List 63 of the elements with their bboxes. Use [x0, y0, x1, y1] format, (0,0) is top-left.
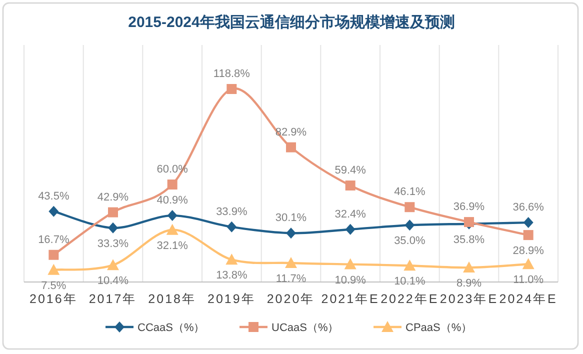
point: [226, 221, 237, 232]
data-label: 28.9%: [512, 245, 544, 258]
data-label: 7.5%: [41, 280, 66, 292]
point: [286, 142, 296, 152]
x-tick-label: 2017年: [88, 292, 138, 306]
data-label: 10.1%: [394, 276, 426, 288]
x-tick-label: 2018年: [148, 292, 196, 306]
x-tick-label: 2016年: [30, 292, 78, 306]
point: [344, 258, 356, 270]
point: [404, 260, 416, 271]
x-tick-label: 2022年E: [380, 292, 439, 306]
point: [48, 206, 59, 217]
data-label: 33.9%: [216, 206, 248, 218]
point: [226, 254, 238, 265]
data-label: 36.9%: [453, 201, 485, 214]
legend-label: CPaaS（%）: [406, 322, 472, 334]
point: [345, 224, 356, 235]
legend-label: CCaaS（%）: [138, 322, 205, 334]
data-label: 35.8%: [453, 234, 485, 246]
x-tick-label: 2020年: [266, 292, 316, 306]
point: [108, 222, 118, 234]
legend-label: UCaaS（%）: [272, 322, 339, 334]
data-label: 13.8%: [216, 270, 248, 282]
data-label: 10.4%: [97, 275, 129, 288]
point: [286, 228, 296, 239]
data-label: 16.7%: [38, 234, 70, 246]
data-label: 32.1%: [156, 240, 188, 252]
point: [108, 207, 118, 218]
data-label: 42.9%: [97, 191, 129, 204]
data-label: 30.1%: [275, 212, 307, 224]
point: [404, 202, 415, 212]
point: [285, 256, 297, 268]
data-label: 36.6%: [512, 202, 544, 214]
data-label: 11.0%: [513, 274, 544, 286]
data-label: 11.7%: [276, 272, 306, 285]
data-label: 118.8%: [213, 68, 250, 80]
point: [523, 230, 534, 240]
point: [48, 250, 59, 260]
data-label: 10.9%: [334, 274, 366, 286]
data-label: 59.4%: [334, 164, 366, 176]
x-tick-label: 2023年E: [440, 292, 498, 306]
point: [463, 262, 475, 273]
data-label: 32.4%: [334, 208, 366, 220]
data-label: 8.9%: [456, 278, 482, 290]
x-tick-label: 2024年E: [499, 292, 558, 306]
x-tick-label: 2021年E: [321, 292, 380, 306]
point: [523, 217, 534, 228]
point: [48, 264, 60, 275]
point: [107, 259, 119, 270]
point: [166, 224, 178, 235]
x-tick-label: 2019年: [208, 292, 256, 306]
data-label: 35.0%: [394, 235, 426, 248]
data-label: 33.3%: [97, 238, 129, 250]
data-label: 46.1%: [394, 186, 426, 198]
data-label: 40.9%: [156, 194, 188, 207]
chart-title: 2015-2024年我国云通信细分市场规模增速及预测: [128, 13, 455, 31]
point: [522, 258, 534, 270]
point: [345, 180, 356, 190]
data-label: 43.5%: [38, 190, 70, 202]
point: [226, 84, 237, 94]
point: [404, 220, 415, 231]
point: [167, 180, 178, 190]
point: [167, 210, 178, 222]
